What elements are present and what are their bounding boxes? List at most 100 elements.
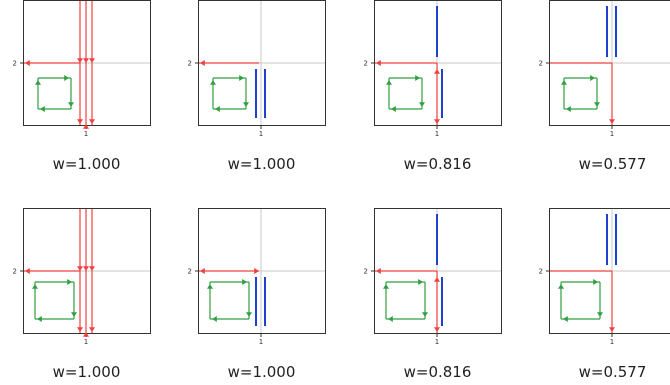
x-tick-label: 1 bbox=[610, 338, 614, 346]
y-tick-label: 2 bbox=[539, 60, 543, 68]
red-arrow bbox=[77, 266, 83, 271]
red-arrow bbox=[89, 58, 95, 63]
green-arrow bbox=[207, 284, 213, 289]
y-tick-label: 2 bbox=[364, 60, 368, 68]
red-arrow bbox=[434, 327, 440, 332]
green-cycle bbox=[561, 75, 600, 112]
red-arrow bbox=[200, 268, 205, 274]
green-cycle bbox=[210, 75, 249, 112]
green-arrow bbox=[386, 80, 392, 85]
green-arrow bbox=[68, 102, 74, 107]
red-arrow bbox=[434, 119, 440, 124]
green-arrow bbox=[388, 316, 393, 322]
panel-1: 12 bbox=[13, 0, 151, 138]
green-cycle bbox=[207, 279, 252, 322]
green-arrow bbox=[422, 312, 428, 317]
green-arrow bbox=[594, 102, 600, 107]
red-paths bbox=[24, 1, 95, 129]
blue-bars bbox=[255, 277, 266, 326]
green-arrow bbox=[561, 80, 567, 85]
y-tick-label: 2 bbox=[188, 60, 192, 68]
red-arrow bbox=[376, 268, 381, 274]
blue-bars bbox=[436, 6, 443, 118]
green-arrow bbox=[415, 75, 420, 81]
green-arrow bbox=[67, 279, 72, 285]
panel-caption: w=1.000 bbox=[52, 363, 121, 381]
green-arrow bbox=[563, 316, 568, 322]
panel-caption: w=1.000 bbox=[52, 155, 121, 173]
green-arrow bbox=[566, 106, 571, 112]
red-arrow bbox=[25, 268, 30, 274]
green-arrow bbox=[590, 75, 595, 81]
panel-caption: w=0.577 bbox=[578, 155, 647, 173]
y-tick-label: 2 bbox=[188, 268, 192, 276]
red-arrow bbox=[376, 60, 381, 66]
y-tick-label: 2 bbox=[13, 268, 17, 276]
red-paths bbox=[199, 268, 259, 274]
green-arrow bbox=[418, 279, 423, 285]
x-tick-label: 1 bbox=[435, 338, 439, 346]
green-cycle bbox=[386, 75, 425, 112]
red-arrow bbox=[89, 266, 95, 271]
green-arrow bbox=[558, 284, 564, 289]
x-tick-label: 1 bbox=[84, 130, 88, 138]
green-cycle bbox=[35, 75, 74, 112]
green-arrow bbox=[243, 102, 249, 107]
red-paths bbox=[199, 60, 259, 66]
x-tick-label: 1 bbox=[435, 130, 439, 138]
x-tick-label: 1 bbox=[84, 338, 88, 346]
green-arrow bbox=[32, 284, 38, 289]
green-arrow bbox=[242, 279, 247, 285]
green-arrow bbox=[35, 80, 41, 85]
panel-caption: w=0.577 bbox=[578, 363, 647, 381]
y-tick-label: 2 bbox=[539, 268, 543, 276]
red-arrow bbox=[89, 327, 95, 332]
red-paths bbox=[375, 60, 440, 125]
y-tick-label: 2 bbox=[13, 60, 17, 68]
green-arrow bbox=[212, 316, 217, 322]
red-arrow bbox=[83, 58, 89, 63]
green-cycle bbox=[32, 279, 77, 322]
panel-caption: w=0.816 bbox=[403, 363, 472, 381]
red-arrow bbox=[434, 277, 440, 282]
red-arrow bbox=[200, 60, 205, 66]
panel-8: 12 bbox=[539, 208, 670, 346]
red-arrow bbox=[434, 69, 440, 74]
green-arrow bbox=[597, 312, 603, 317]
red-arrow bbox=[77, 119, 83, 124]
green-arrow bbox=[391, 106, 396, 112]
green-arrow bbox=[419, 102, 425, 107]
x-tick-label: 1 bbox=[259, 338, 263, 346]
red-arrow bbox=[83, 332, 89, 337]
green-arrow bbox=[64, 75, 69, 81]
red-arrow bbox=[89, 119, 95, 124]
y-tick-label: 2 bbox=[364, 268, 368, 276]
blue-bars bbox=[606, 6, 617, 57]
red-paths bbox=[375, 268, 440, 333]
red-arrow bbox=[254, 268, 259, 274]
green-arrow bbox=[383, 284, 389, 289]
green-cycle bbox=[383, 279, 428, 322]
red-arrow bbox=[609, 119, 615, 124]
red-arrow bbox=[83, 124, 89, 129]
green-arrow bbox=[215, 106, 220, 112]
red-arrow bbox=[77, 327, 83, 332]
red-arrow bbox=[77, 58, 83, 63]
panel-caption: w=1.000 bbox=[227, 363, 296, 381]
red-paths bbox=[24, 209, 95, 337]
red-paths bbox=[550, 270, 615, 333]
blue-bars bbox=[606, 214, 617, 265]
blue-bars bbox=[436, 214, 443, 326]
blue-bars bbox=[255, 69, 266, 118]
x-tick-label: 1 bbox=[610, 130, 614, 138]
green-arrow bbox=[239, 75, 244, 81]
red-arrow bbox=[25, 60, 30, 66]
panel-caption: w=1.000 bbox=[227, 155, 296, 173]
green-cycle bbox=[558, 279, 603, 322]
panel-3: 12 bbox=[364, 0, 502, 138]
green-arrow bbox=[210, 80, 216, 85]
red-arrow bbox=[83, 266, 89, 271]
red-paths bbox=[550, 62, 615, 125]
panel-6: 12 bbox=[188, 208, 326, 346]
